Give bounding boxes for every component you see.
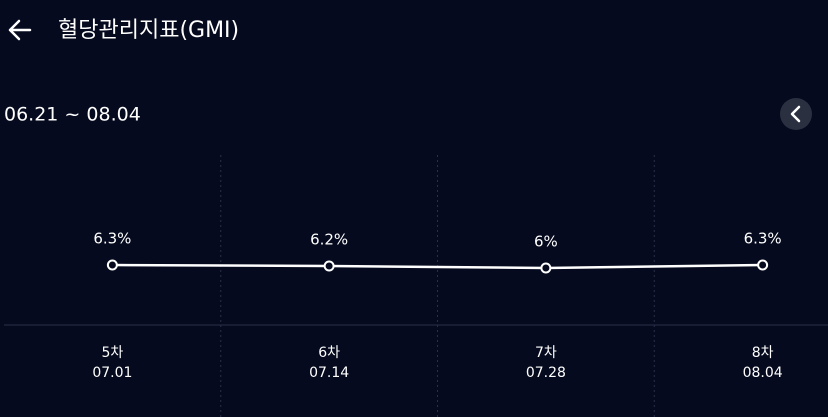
x-date-label: 07.14	[309, 365, 349, 381]
back-arrow	[8, 19, 32, 41]
back-button[interactable]	[8, 19, 32, 41]
x-tick-label: 7차	[535, 345, 557, 361]
prev-button[interactable]	[780, 98, 812, 130]
x-date-label: 08.04	[743, 365, 783, 381]
value-label: 6.3%	[93, 230, 131, 248]
value-label: 6.2%	[310, 231, 348, 249]
date-range: 06.21 ~ 08.04	[4, 104, 141, 126]
x-date-label: 07.28	[526, 365, 566, 381]
point	[540, 262, 552, 274]
x-tick-label: 8차	[752, 345, 774, 361]
point	[323, 260, 335, 272]
value-label: 6%	[534, 233, 558, 251]
prev-button-bg	[780, 98, 812, 130]
chevron	[790, 105, 801, 123]
x-date-label: 07.01	[92, 365, 132, 381]
value-label: 6.3%	[744, 230, 782, 248]
page-title: 혈당관리지표(GMI)	[58, 18, 239, 43]
x-tick-label: 5차	[101, 345, 123, 361]
line	[112, 263, 763, 270]
x-tick-label: 6차	[318, 345, 340, 361]
chart: 6.3% 5차 07.01 6.2% 6차 07.14 6% 7차 07.28 6.3% 8차 08.…	[92, 155, 783, 417]
point	[757, 259, 769, 271]
point	[106, 259, 118, 271]
